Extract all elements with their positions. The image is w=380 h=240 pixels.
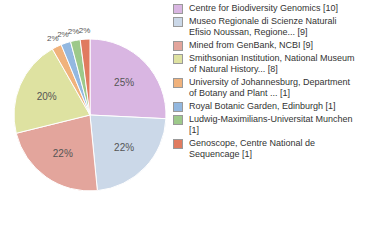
svg-text:25%: 25% [114,77,134,88]
svg-text:2%: 2% [68,27,80,36]
svg-text:22%: 22% [114,142,134,153]
html-text:Royal Botanic Garden, Edinburg: Royal Botanic Garden, Edinburgh [1] [189,101,336,111]
svg-text:22%: 22% [53,148,73,159]
html-text:Smithsonian Institution, Natio: Smithsonian Institution, National Museum… [189,53,355,74]
html-text:Mined from GenBank, NCBI [9]: Mined from GenBank, NCBI [9] [189,40,314,50]
svg-text:20%: 20% [37,91,57,102]
html-text:Genoscope, Centre National de: Genoscope, Centre National de Sequencage… [189,138,316,159]
html-text:Ludwig-Maximilians-Universitat: Ludwig-Maximilians-Universitat Munchen [… [189,114,353,135]
html-text:Centre for Biodiversity Genomi: Centre for Biodiversity Genomics [10] [189,3,339,13]
svg-text:2%: 2% [79,26,91,35]
html-text:Museo Regionale di Scienze Nat: Museo Regionale di Scienze Naturali Efis… [189,16,337,37]
html-text:University of Johannesburg, De: University of Johannesburg, Department o… [189,77,351,98]
html-text:2%2%: 2%2% [47,29,69,44]
